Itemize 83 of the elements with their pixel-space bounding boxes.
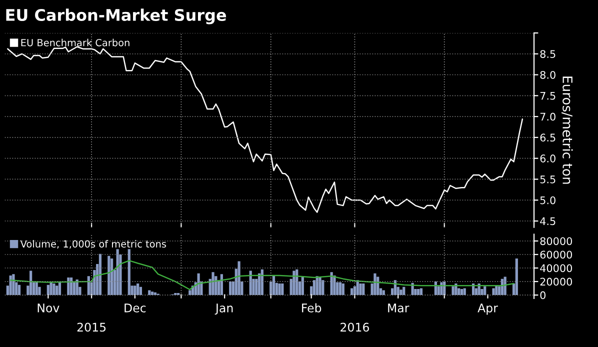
y-tick-label: 4.5: [540, 217, 556, 226]
legend-label: EU Benchmark Carbon: [21, 38, 130, 46]
y-tick-label: 8.0: [540, 70, 556, 79]
bar: [440, 282, 443, 296]
x-tick-label: Jan: [214, 304, 233, 315]
x-tick-label: Mar: [388, 304, 410, 312]
x-tick-label: Feb: [302, 303, 322, 312]
bar: [249, 270, 252, 296]
bar: [402, 286, 406, 296]
y-tick-label: 8.5: [540, 50, 556, 58]
bar: [333, 275, 336, 296]
bar: [318, 277, 322, 296]
bar: [362, 284, 365, 296]
bar: [150, 292, 154, 296]
bar: [400, 290, 402, 296]
bar: [460, 288, 464, 296]
y-tick-label: 60000: [540, 250, 572, 259]
y-tick-label: 7.0: [540, 112, 556, 121]
x-tick-label: Nov: [38, 304, 60, 312]
y-tick-label: 80000: [540, 237, 572, 246]
y-tick-label: 20000: [540, 278, 572, 286]
bar: [463, 288, 466, 296]
bar: [108, 256, 110, 296]
bar: [374, 273, 376, 296]
bar: [98, 254, 102, 296]
bar: [134, 286, 136, 296]
bar: [128, 249, 130, 296]
bar: [260, 269, 264, 296]
bar: [56, 286, 58, 296]
bar: [229, 282, 232, 296]
bar: [278, 284, 281, 296]
y-tick-label: 6.5: [540, 134, 556, 142]
x-tick-label: Apr: [478, 304, 498, 315]
line-series: [10, 260, 514, 290]
bar: [52, 284, 56, 296]
bar: [296, 269, 298, 296]
bar: [46, 284, 50, 296]
bar: [495, 286, 498, 296]
bar: [87, 276, 90, 296]
bar: [139, 286, 142, 296]
y-tick-label: 40000: [540, 264, 572, 272]
bar: [58, 282, 62, 296]
bar: [359, 284, 362, 296]
bar: [197, 273, 200, 296]
bar: [18, 284, 21, 296]
bar: [272, 275, 276, 296]
bar: [116, 249, 119, 296]
bar: [258, 273, 261, 296]
bar: [417, 288, 420, 296]
legend-label: Volume, 1,000s of metric tons: [20, 240, 166, 249]
y-tick-label: 6.0: [540, 154, 556, 162]
bar: [110, 258, 114, 296]
bar: [136, 284, 140, 296]
bar: [452, 286, 454, 296]
bar: [338, 282, 342, 296]
x2-tick-label: 2016: [340, 322, 369, 332]
y-axis-title: Euros/metric ton: [562, 76, 573, 184]
bar: [30, 270, 32, 296]
bar: [212, 272, 214, 296]
bar: [238, 261, 240, 296]
bar: [12, 274, 15, 296]
y-tick-label: 5.5: [540, 176, 556, 184]
bar: [342, 284, 344, 296]
y-tick-label: 7.5: [540, 92, 556, 100]
bar: [148, 290, 151, 296]
bar: [38, 286, 41, 296]
bar: [420, 288, 423, 296]
y-tick-label: 5.0: [540, 196, 556, 204]
x-tick-label: Dec: [124, 304, 146, 312]
bar: [350, 288, 354, 296]
chart-title: EU Carbon-Market Surge: [6, 8, 226, 24]
bar: [515, 258, 518, 296]
y-tick-label: 0: [540, 291, 546, 300]
bar: [281, 284, 284, 296]
bar: [292, 270, 296, 296]
bar: [312, 280, 316, 296]
x2-tick-label: 2015: [77, 322, 106, 332]
bar: [214, 276, 218, 296]
line-series: [7, 46, 524, 213]
bar: [322, 280, 324, 296]
bar: [484, 286, 486, 296]
bar: [492, 288, 495, 296]
bar: [382, 290, 385, 296]
